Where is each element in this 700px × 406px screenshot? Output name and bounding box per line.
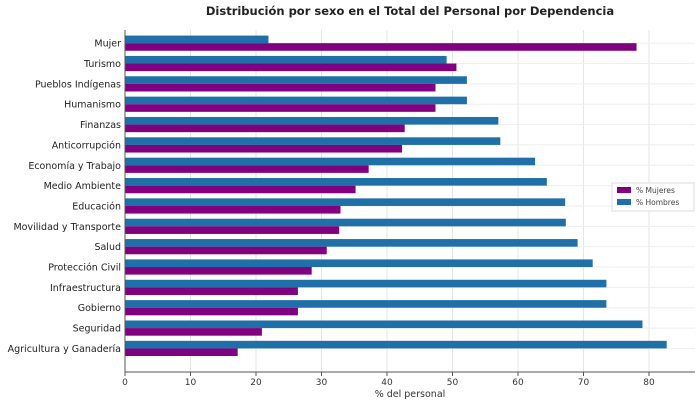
bar-mujeres (125, 307, 298, 316)
y-tick-label: Turismo (83, 59, 121, 70)
x-tick-label: 20 (250, 378, 262, 388)
x-tick-label: 60 (512, 378, 524, 388)
chart-title: Distribución por sexo en el Total del Pe… (206, 4, 614, 18)
bar-mujeres (125, 83, 436, 92)
bar-hombres (125, 116, 499, 125)
legend-label: % Hombres (636, 198, 679, 207)
bar-hombres (125, 198, 566, 206)
legend-label: % Mujeres (636, 186, 675, 195)
x-axis-label: % del personal (375, 389, 446, 400)
bar-hombres (125, 340, 667, 349)
y-tick-label: Humanismo (64, 100, 121, 111)
bar-hombres (125, 35, 269, 44)
y-tick-label: Movilidad y Transporte (13, 222, 121, 233)
y-tick-label: Medio Ambiente (44, 181, 122, 192)
y-tick-label: Economía y Trabajo (28, 161, 121, 172)
x-tick-label: 10 (185, 378, 197, 388)
bars (125, 35, 667, 357)
bar-mujeres (125, 185, 356, 194)
y-axis-labels: Mujer Turismo Pueblos Indígenas Humanismo Fi… (8, 39, 122, 355)
bar-hombres (125, 157, 536, 166)
y-tick-label: Pueblos Indígenas (35, 79, 121, 90)
legend: % Mujeres % Hombres (611, 182, 695, 212)
x-tick-label: 30 (316, 378, 328, 388)
bar-hombres (125, 300, 607, 308)
y-tick-label: Anticorrupción (52, 140, 121, 151)
y-tick-label: Agricultura y Ganadería (8, 344, 121, 355)
bar-mujeres (125, 165, 369, 173)
bar-hombres (125, 279, 607, 288)
y-tick-label: Salud (94, 242, 121, 253)
y-tick-label: Infraestructura (50, 283, 121, 294)
x-tick-label: 50 (447, 378, 459, 388)
legend-swatch (617, 199, 631, 205)
bar-hombres (125, 259, 593, 268)
bar-hombres (125, 55, 447, 64)
bar-mujeres (125, 226, 340, 234)
bar-mujeres (125, 104, 436, 112)
bar-hombres (125, 76, 467, 84)
bar-mujeres (125, 328, 262, 336)
y-tick-label: Educación (72, 201, 121, 212)
bar-hombres (125, 96, 467, 105)
bar-hombres (125, 320, 643, 329)
bar-mujeres (125, 287, 298, 295)
bar-hombres (125, 218, 566, 227)
bar-mujeres (125, 144, 403, 153)
bar-mujeres (125, 124, 405, 133)
y-tick-label: Mujer (94, 39, 121, 50)
bar-mujeres (125, 63, 457, 72)
y-tick-label: Finanzas (80, 120, 121, 131)
x-tick-label: 40 (381, 378, 393, 388)
bar-mujeres (125, 348, 238, 357)
bar-mujeres (125, 246, 327, 255)
bar-mujeres (125, 205, 341, 214)
bar-hombres (125, 178, 547, 186)
y-tick-label: Protección Civil (48, 263, 121, 274)
legend-swatch (617, 187, 631, 193)
bar-hombres (125, 239, 578, 247)
bar-mujeres (125, 267, 312, 275)
bar-mujeres (125, 43, 637, 51)
bar-hombres (125, 137, 501, 145)
x-tick-label: 0 (122, 378, 128, 388)
y-tick-label: Seguridad (73, 324, 121, 335)
y-tick-label: Gobierno (78, 303, 121, 314)
x-axis-ticks: 0 10 20 30 40 50 60 70 80 (122, 372, 655, 388)
x-tick-label: 70 (578, 378, 590, 388)
x-tick-label: 80 (643, 378, 655, 388)
